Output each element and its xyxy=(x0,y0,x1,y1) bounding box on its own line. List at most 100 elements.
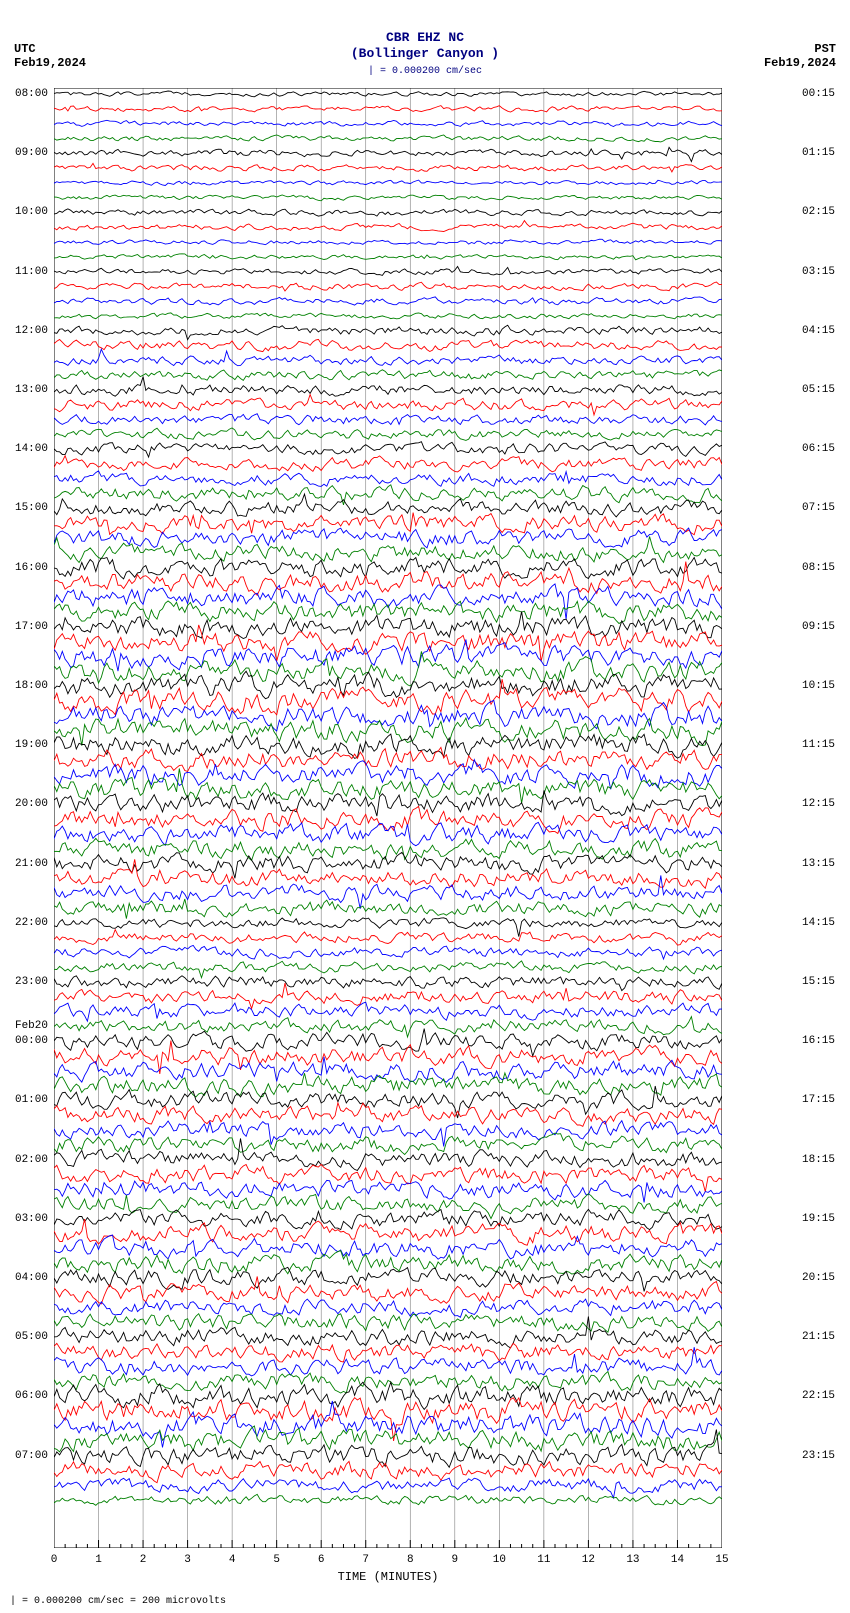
seismic-trace xyxy=(54,195,722,201)
seismic-trace xyxy=(54,558,722,579)
time-label: 17:15 xyxy=(802,1094,835,1106)
seismic-trace xyxy=(54,1299,722,1317)
seismic-trace xyxy=(54,267,722,276)
time-label: 16:15 xyxy=(802,1035,835,1047)
seismic-trace xyxy=(54,339,722,351)
seismic-trace xyxy=(54,1219,722,1245)
time-label: 11:15 xyxy=(802,739,835,751)
x-tick: 7 xyxy=(362,1554,369,1566)
time-label: 13:00 xyxy=(15,384,48,396)
seismic-trace xyxy=(54,91,722,97)
time-label: 18:15 xyxy=(802,1154,835,1166)
time-label: 21:15 xyxy=(802,1331,835,1343)
seismic-trace xyxy=(54,1426,722,1452)
time-label: 19:15 xyxy=(802,1213,835,1225)
x-tick: 13 xyxy=(626,1554,639,1566)
x-tick: 14 xyxy=(671,1554,684,1566)
seismic-trace xyxy=(54,976,722,991)
seismic-trace xyxy=(54,1317,722,1348)
seismic-trace xyxy=(54,1235,722,1259)
seismic-trace xyxy=(54,239,722,245)
seismic-trace xyxy=(54,852,722,878)
seismic-trace xyxy=(54,918,722,937)
seismic-trace xyxy=(54,1073,722,1097)
time-label: Feb20 xyxy=(15,1020,48,1032)
x-tick: 6 xyxy=(318,1554,325,1566)
time-label: 03:00 xyxy=(15,1213,48,1225)
seismic-trace xyxy=(54,297,722,305)
time-label: 09:00 xyxy=(15,147,48,159)
seismic-trace xyxy=(54,945,722,959)
x-tick: 2 xyxy=(140,1554,147,1566)
seismic-trace xyxy=(54,349,722,366)
seismic-trace xyxy=(54,282,722,291)
x-tick: 4 xyxy=(229,1554,236,1566)
time-label: 07:15 xyxy=(802,502,835,514)
seismic-trace xyxy=(54,1267,722,1291)
time-label: 23:15 xyxy=(802,1450,835,1462)
time-label: 03:15 xyxy=(802,266,835,278)
seismic-trace xyxy=(54,1002,722,1021)
seismic-trace xyxy=(54,1017,722,1037)
seismic-trace xyxy=(54,1103,722,1127)
time-label: 21:00 xyxy=(15,858,48,870)
time-label: 10:15 xyxy=(802,680,835,692)
seismic-trace xyxy=(54,528,722,548)
seismic-trace xyxy=(54,1086,722,1118)
station-line2: (Bollinger Canyon ) xyxy=(0,46,850,62)
time-label: 00:00 xyxy=(15,1035,48,1047)
utc-date: Feb19,2024 xyxy=(14,56,86,70)
scale-note: | = 0.000200 cm/sec xyxy=(0,66,850,77)
time-label: 11:00 xyxy=(15,266,48,278)
time-label: 07:00 xyxy=(15,1450,48,1462)
time-label: 02:15 xyxy=(802,206,835,218)
seismic-trace xyxy=(54,180,722,185)
left-time-axis: 08:0009:0010:0011:0012:0013:0014:0015:00… xyxy=(0,88,52,1548)
time-label: 05:00 xyxy=(15,1331,48,1343)
seismic-trace xyxy=(54,471,722,487)
seismic-trace xyxy=(54,584,722,620)
seismic-trace xyxy=(54,899,722,919)
x-tick: 15 xyxy=(715,1554,728,1566)
seismic-trace xyxy=(54,1277,722,1304)
time-label: 14:00 xyxy=(15,443,48,455)
time-label: 04:15 xyxy=(802,325,835,337)
seismic-trace xyxy=(54,442,722,457)
seismic-trace xyxy=(54,209,722,216)
time-label: 20:15 xyxy=(802,1272,835,1284)
x-tick: 0 xyxy=(51,1554,58,1566)
right-time-axis: 00:1501:1502:1503:1504:1505:1506:1507:15… xyxy=(798,88,850,1548)
time-label: 12:00 xyxy=(15,325,48,337)
seismic-trace xyxy=(54,414,722,425)
seismic-trace xyxy=(54,106,722,112)
x-axis-title: TIME (MINUTES) xyxy=(54,1570,722,1584)
seismic-trace xyxy=(54,313,722,319)
time-label: 13:15 xyxy=(802,858,835,870)
time-label: 12:15 xyxy=(802,798,835,810)
utc-label: UTC xyxy=(14,42,36,56)
title-block: CBR EHZ NC (Bollinger Canyon ) xyxy=(0,30,850,61)
seismic-trace xyxy=(54,254,722,260)
station-line1: CBR EHZ NC xyxy=(0,30,850,46)
seismic-trace xyxy=(54,760,722,790)
time-label: 08:15 xyxy=(802,562,835,574)
time-label: 22:15 xyxy=(802,1390,835,1402)
seismic-trace xyxy=(54,930,722,946)
footer-scale: | = 0.000200 cm/sec = 200 microvolts xyxy=(10,1596,226,1607)
time-label: 05:15 xyxy=(802,384,835,396)
seismic-trace xyxy=(54,1164,722,1191)
x-tick: 11 xyxy=(537,1554,550,1566)
seismic-trace xyxy=(54,822,722,845)
seismic-trace xyxy=(54,377,722,397)
time-label: 00:15 xyxy=(802,88,835,100)
time-label: 15:00 xyxy=(15,502,48,514)
time-label: 04:00 xyxy=(15,1272,48,1284)
time-label: 22:00 xyxy=(15,917,48,929)
seismic-trace xyxy=(54,513,722,535)
time-label: 19:00 xyxy=(15,739,48,751)
time-label: 09:15 xyxy=(802,621,835,633)
time-label: 23:00 xyxy=(15,976,48,988)
seismic-trace xyxy=(54,221,722,232)
seismic-trace xyxy=(54,1347,722,1376)
time-label: 14:15 xyxy=(802,917,835,929)
